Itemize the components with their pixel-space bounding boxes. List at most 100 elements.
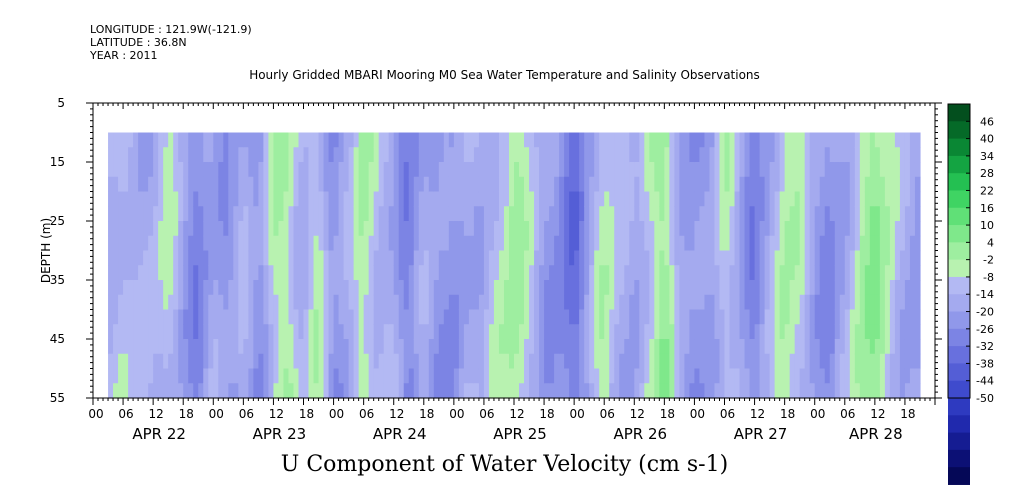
- heatmap-cell: [899, 339, 906, 355]
- heatmap-cell: [514, 206, 520, 222]
- heatmap-cell: [764, 235, 771, 252]
- heatmap-cell: [318, 383, 325, 399]
- heatmap-cell: [368, 339, 375, 355]
- heatmap-cell: [889, 265, 896, 281]
- heatmap-cell: [779, 353, 786, 370]
- heatmap-cell: [133, 265, 139, 281]
- heatmap-cell: [764, 162, 771, 178]
- heatmap-cell: [829, 132, 836, 148]
- heatmap-cell: [448, 324, 455, 340]
- heatmap-cell: [899, 191, 906, 207]
- heatmap-cell: [549, 280, 555, 296]
- heatmap-cell: [113, 353, 119, 370]
- heatmap-cell: [894, 265, 901, 281]
- heatmap-cell: [388, 235, 395, 252]
- heatmap-cell: [358, 294, 365, 311]
- heatmap-cell: [253, 368, 259, 384]
- heatmap-cell: [308, 250, 315, 266]
- heatmap-cell: [323, 162, 330, 178]
- heatmap-cell: [554, 206, 560, 222]
- heatmap-cell: [599, 368, 605, 384]
- heatmap-cell: [338, 206, 345, 222]
- heatmap-cell: [123, 221, 129, 237]
- heatmap-cell: [714, 191, 721, 207]
- heatmap-cell: [584, 235, 590, 252]
- heatmap-cell: [539, 147, 545, 163]
- heatmap-cell: [859, 265, 866, 281]
- heatmap-cell: [899, 250, 906, 266]
- heatmap-cell: [303, 132, 310, 148]
- heatmap-cell: [488, 324, 495, 340]
- heatmap-cell: [684, 162, 691, 178]
- heatmap-cell: [534, 383, 540, 399]
- heatmap-cell: [874, 309, 881, 325]
- heatmap-cell: [674, 368, 680, 384]
- heatmap-cell: [874, 250, 881, 266]
- heatmap-cell: [183, 353, 189, 370]
- heatmap-cell: [258, 309, 264, 325]
- heatmap-cell: [684, 353, 691, 370]
- heatmap-cell: [348, 206, 355, 222]
- heatmap-cell: [899, 353, 906, 370]
- heatmap-cell: [448, 235, 455, 252]
- heatmap-cell: [794, 324, 801, 340]
- heatmap-cell: [669, 176, 675, 193]
- heatmap-cell: [864, 250, 871, 266]
- heatmap-cell: [408, 383, 415, 399]
- heatmap-cell: [263, 324, 270, 340]
- heatmap-cell: [824, 147, 831, 163]
- heatmap-cell: [328, 176, 335, 193]
- heatmap-cell: [859, 132, 866, 148]
- heatmap-cell: [258, 368, 264, 384]
- heatmap-cell: [634, 265, 640, 281]
- heatmap-cell: [884, 132, 891, 148]
- heatmap-cell: [614, 191, 620, 207]
- heatmap-cell: [288, 265, 295, 281]
- heatmap-cell: [118, 221, 124, 237]
- heatmap-cell: [854, 324, 861, 340]
- heatmap-cell: [148, 383, 154, 399]
- heatmap-cell: [443, 221, 450, 237]
- heatmap-cell: [589, 176, 595, 193]
- heatmap-cell: [809, 250, 816, 266]
- heatmap-cell: [714, 250, 721, 266]
- heatmap-cell: [714, 147, 721, 163]
- heatmap-cell: [388, 176, 395, 193]
- heatmap-cell: [904, 221, 911, 237]
- heatmap-cell: [644, 353, 650, 370]
- heatmap-cell: [318, 206, 325, 222]
- heatmap-cell: [188, 206, 194, 222]
- heatmap-cell: [734, 265, 741, 281]
- heatmap-cell: [303, 265, 310, 281]
- heatmap-cell: [704, 176, 711, 193]
- heatmap-cell: [914, 265, 921, 281]
- heatmap-cell: [899, 324, 906, 340]
- heatmap-cell: [358, 309, 365, 325]
- heatmap-cell: [684, 368, 691, 384]
- heatmap-cell: [348, 383, 355, 399]
- heatmap-cell: [123, 265, 129, 281]
- heatmap-cell: [363, 221, 370, 237]
- heatmap-cell: [308, 206, 315, 222]
- heatmap-cell: [298, 162, 305, 178]
- heatmap-cell: [203, 176, 209, 193]
- heatmap-cell: [739, 368, 746, 384]
- heatmap-cell: [674, 265, 680, 281]
- heatmap-cell: [423, 132, 430, 148]
- heatmap-cell: [113, 280, 119, 296]
- heatmap-cell: [498, 250, 505, 266]
- heatmap-cell: [173, 324, 179, 340]
- heatmap-cell: [298, 280, 305, 296]
- heatmap-cell: [503, 147, 510, 163]
- heatmap-cell: [694, 368, 701, 384]
- heatmap-cell: [904, 191, 911, 207]
- heatmap-cell: [749, 265, 756, 281]
- heatmap-cell: [669, 206, 675, 222]
- heatmap-cell: [534, 294, 540, 311]
- heatmap-cell: [153, 265, 159, 281]
- heatmap-cell: [734, 206, 741, 222]
- heatmap-cell: [659, 221, 665, 237]
- heatmap-cell: [729, 250, 736, 266]
- heatmap-cell: [714, 176, 721, 193]
